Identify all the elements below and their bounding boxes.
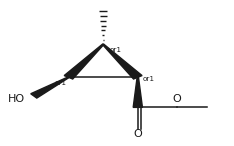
Text: O: O: [173, 94, 182, 104]
Text: or1: or1: [110, 47, 122, 53]
Polygon shape: [102, 44, 142, 79]
Text: HO: HO: [8, 94, 26, 104]
Polygon shape: [64, 44, 104, 79]
Text: or1: or1: [143, 76, 154, 82]
Polygon shape: [133, 77, 143, 107]
Polygon shape: [31, 77, 69, 98]
Text: or1: or1: [54, 80, 66, 86]
Text: O: O: [133, 129, 142, 139]
